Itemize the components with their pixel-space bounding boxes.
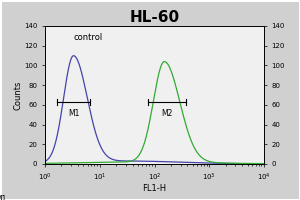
Y-axis label: Counts: Counts	[14, 80, 22, 110]
Text: control: control	[74, 33, 103, 42]
X-axis label: FL1-H: FL1-H	[142, 184, 167, 193]
Text: M1: M1	[68, 109, 79, 118]
Text: M2: M2	[161, 109, 173, 118]
Title: HL-60: HL-60	[129, 10, 180, 25]
Text: M1: M1	[0, 195, 6, 200]
